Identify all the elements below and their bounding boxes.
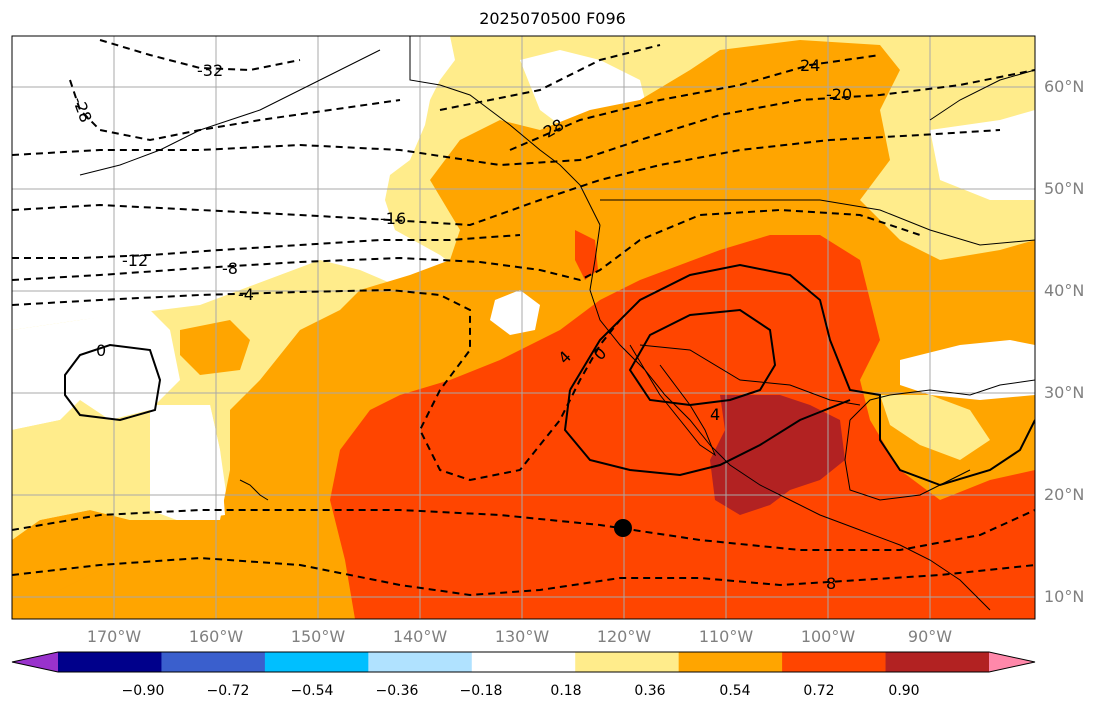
colorbar-extend-max [989, 652, 1035, 672]
contour-neg-12 [12, 234, 521, 259]
lat-label-60: 60°N [1044, 77, 1085, 96]
shading-white-hole-offshore [490, 290, 540, 335]
colorbar-segment [885, 652, 990, 672]
shading-dark-red-mexico [710, 395, 845, 515]
coastline-mexico-pacific [709, 444, 991, 611]
colorbar-segment [161, 652, 266, 672]
contour-24 [509, 54, 881, 151]
colorbar-tick-label: 0.90 [888, 683, 920, 699]
shading-light-yellow-gulf [880, 395, 990, 460]
contour-4-high [628, 308, 777, 407]
colorbar [11, 651, 1036, 673]
coastline-gulf [849, 379, 1035, 421]
contour-label: 8 [826, 574, 836, 593]
contour-zero-east-lower [563, 389, 851, 477]
coastlines [79, 36, 1035, 611]
shading-white-hole-sw [150, 405, 225, 520]
coastline-east-canada [929, 69, 1035, 121]
border-us-canada [600, 199, 1035, 246]
colorbar-tick-label: −0.90 [121, 683, 165, 699]
coastline-baja [629, 344, 717, 457]
contour-label: -20 [826, 85, 852, 104]
contour-label: -4 [238, 285, 254, 304]
contour-label: -32 [197, 61, 223, 80]
shading-red-orange-ca [575, 230, 598, 280]
contour-label: 24 [800, 56, 820, 75]
lat-label-20: 20°N [1044, 485, 1085, 504]
coastline-aleutians [79, 49, 381, 176]
colorbar-extend-min [12, 652, 58, 672]
contour-label: 4 [710, 405, 720, 424]
lat-label-10: 10°N [1044, 587, 1085, 606]
contour-zero-west [64, 343, 162, 422]
lon-label-110w: 110°W [698, 627, 754, 646]
coastline-alaska [409, 36, 601, 226]
shading-orange-southwest [12, 510, 130, 600]
contour-label: -16 [380, 209, 406, 228]
colorbar-segment [264, 652, 369, 672]
colorbar-tick-label: 0.18 [550, 683, 582, 699]
contour-neg-28 [69, 79, 401, 142]
colorbar-tick-label: −0.72 [206, 683, 250, 699]
contours [12, 39, 1035, 597]
colorbar-tick-label: 0.72 [803, 683, 835, 699]
colorbar-segment [678, 652, 783, 672]
map-frame [11, 35, 1036, 620]
storm-center-marker [614, 519, 632, 537]
contour-neg-20 [12, 69, 1035, 167]
contour-zero-east [569, 263, 1035, 487]
lon-label-120w: 120°W [596, 627, 652, 646]
colorbar-segment [782, 652, 887, 672]
coastline-hawaii [239, 479, 269, 501]
colorbar-segment [471, 652, 576, 672]
contour-8-south [12, 556, 1035, 597]
coastline-west-us [589, 224, 711, 446]
shading-white-gulf-alaska-south [12, 310, 180, 430]
contour-neg-4 [12, 288, 621, 482]
colorbar-tick-label: −0.18 [459, 683, 503, 699]
lon-label-170w: 170°W [86, 627, 142, 646]
shading-light-yellow-sw-band [12, 410, 150, 535]
lon-label-160w: 160°W [188, 627, 244, 646]
colorbar-tick-label: −0.36 [375, 683, 419, 699]
coastline-central-america [844, 419, 971, 501]
lon-label-130w: 130°W [494, 627, 550, 646]
colorbar-tick-label: 0.54 [719, 683, 751, 699]
contour-neg-32 [99, 39, 301, 72]
shading-red-orange-main [330, 235, 1035, 619]
shading-orange-west-blob [180, 320, 250, 375]
lon-label-140w: 140°W [392, 627, 448, 646]
shading-white-hudson [930, 110, 1035, 200]
contour-neg-16 [12, 129, 1001, 227]
contour-4-south [12, 509, 1035, 551]
colorbar-segment [368, 652, 473, 672]
lat-label-40: 40°N [1044, 281, 1085, 300]
map-plot-area [12, 36, 1035, 619]
contour-neg-8 [12, 208, 921, 282]
colorbar-segment [58, 652, 162, 672]
contour-28 [439, 44, 661, 111]
lat-label-30: 30°N [1044, 383, 1085, 402]
contour-label: 0 [96, 341, 106, 360]
colorbar-tick-label: 0.36 [634, 683, 666, 699]
colorbar-tick-label: −0.54 [290, 683, 334, 699]
lat-label-50: 50°N [1044, 179, 1085, 198]
lon-label-150w: 150°W [290, 627, 346, 646]
colorbar-segment [575, 652, 680, 672]
lon-label-90w: 90°W [907, 627, 953, 646]
colorbar-outline [11, 651, 1036, 673]
lon-label-100w: 100°W [800, 627, 856, 646]
contour-label: -12 [122, 251, 148, 270]
map-title: 2025070500 F096 [479, 9, 626, 28]
contour-label: -8 [222, 259, 238, 278]
